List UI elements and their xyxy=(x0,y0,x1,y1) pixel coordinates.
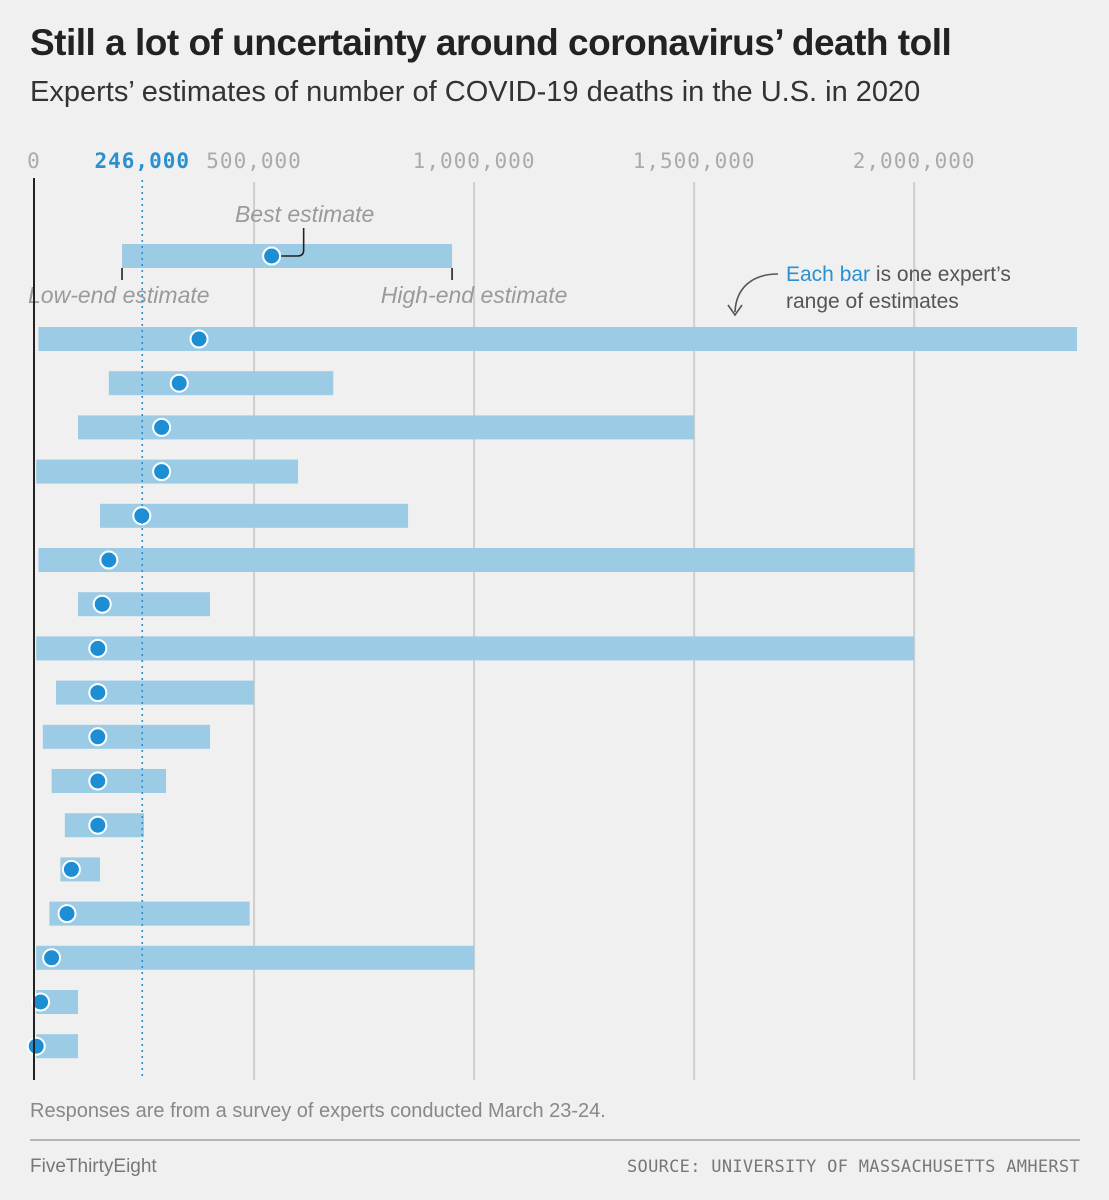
expert-best-dot xyxy=(88,815,108,835)
expert-best-dot xyxy=(57,904,77,924)
expert-best-dot xyxy=(42,948,62,968)
x-tick-labels: 0 500,000 1,000,000 1,500,000 2,000,000 246,0… xyxy=(27,149,976,173)
expert-bar xyxy=(100,503,409,528)
legend-example: Best estimate Low-end estimate High-end es… xyxy=(28,201,567,308)
expert-best-dot xyxy=(61,859,81,879)
expert-best-dot xyxy=(189,329,209,349)
expert-best-dot xyxy=(99,550,119,570)
expert-bar xyxy=(38,327,1077,351)
x-tick-label: 2,000,000 xyxy=(853,149,976,173)
expert-bar xyxy=(78,415,695,440)
expert-best-dot xyxy=(26,1036,46,1056)
expert-bar xyxy=(49,901,250,926)
chart-subtitle: Experts’ estimates of number of COVID-19… xyxy=(30,76,921,108)
source-label: SOURCE: UNIVERSITY OF MASSACHUSETTS AMHE… xyxy=(627,1157,1080,1177)
legend-best-label: Best estimate xyxy=(235,201,374,227)
brand-label: FiveThirtyEight xyxy=(30,1156,157,1177)
expert-bar xyxy=(56,680,255,705)
annotation: Each bar is one expert’s range of estima… xyxy=(727,263,1011,317)
expert-bar xyxy=(42,724,211,749)
expert-best-dot xyxy=(92,594,112,614)
expert-bar xyxy=(36,945,475,970)
expert-best-dot xyxy=(88,727,108,747)
expert-bar xyxy=(38,548,915,572)
expert-bars xyxy=(26,327,1077,1059)
footnote: Responses are from a survey of experts c… xyxy=(30,1100,606,1122)
expert-best-dot xyxy=(152,417,172,437)
annotation-line-2: range of estimates xyxy=(786,290,959,313)
annotation-line-1-rest: is one expert’s xyxy=(870,263,1011,286)
footer-divider xyxy=(30,1139,1080,1141)
expert-best-dot xyxy=(132,506,152,526)
legend-low-label: Low-end estimate xyxy=(28,282,210,308)
annotation-line-1: Each bar is one expert’s xyxy=(786,263,1011,286)
reference-tick-label: 246,000 xyxy=(95,149,191,173)
annotation-arrow xyxy=(734,273,779,313)
range-chart: 0 500,000 1,000,000 1,500,000 2,000,000 246,0… xyxy=(26,149,1077,1080)
legend-best-dot xyxy=(262,246,282,266)
annotation-accent: Each bar xyxy=(786,263,870,286)
expert-bar xyxy=(108,371,334,396)
expert-best-dot xyxy=(88,771,108,791)
expert-best-dot xyxy=(88,683,108,703)
expert-best-dot xyxy=(88,638,108,658)
expert-best-dot xyxy=(152,462,172,482)
gridlines xyxy=(253,182,916,1080)
annotation-arrowhead xyxy=(727,304,743,317)
x-tick-label: 1,000,000 xyxy=(413,149,536,173)
x-tick-label: 0 xyxy=(27,149,41,173)
expert-best-dot xyxy=(169,373,189,393)
x-tick-label: 1,500,000 xyxy=(633,149,756,173)
expert-bar xyxy=(51,769,167,793)
x-tick-label: 500,000 xyxy=(206,149,302,173)
expert-best-dot xyxy=(31,992,51,1012)
chart-title: Still a lot of uncertainty around corona… xyxy=(30,22,952,63)
expert-bar xyxy=(36,636,915,661)
legend-best-leader xyxy=(277,228,305,257)
legend-high-label: High-end estimate xyxy=(381,282,568,308)
